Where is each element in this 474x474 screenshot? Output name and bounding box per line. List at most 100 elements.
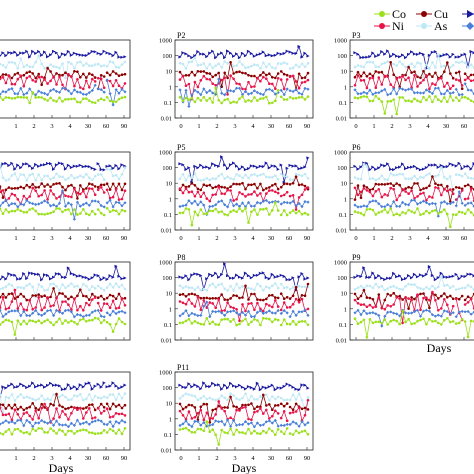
data-point [49,162,53,166]
data-point [241,87,244,91]
data-point [193,416,197,419]
data-point [67,429,70,433]
data-point [22,308,26,311]
data-point [178,88,182,92]
data-point [43,50,47,54]
series-line [179,201,279,226]
data-point [117,84,121,88]
data-point [279,88,283,92]
data-point [300,183,304,186]
data-point [419,100,422,104]
data-point [111,424,115,429]
data-point [446,283,449,287]
data-point [108,92,112,96]
data-point [49,308,53,312]
data-point [392,173,396,177]
data-point [371,51,375,55]
data-point [120,406,124,410]
data-point [4,419,8,423]
data-point [199,405,203,409]
data-point [240,385,245,389]
data-point [181,385,185,389]
series-4 [353,74,474,91]
data-point [463,172,467,175]
data-point [425,63,428,66]
data-point [469,297,473,301]
data-point [120,63,124,66]
data-point [111,393,115,396]
data-point [371,177,375,180]
data-point [383,74,387,78]
y-tick-label: 10 [341,291,348,298]
data-point [120,188,124,192]
series-line [0,289,96,313]
data-point [270,200,274,204]
data-point [306,177,310,180]
data-point [208,166,212,170]
data-point [247,99,250,102]
data-point [412,310,417,314]
series-5 [353,308,474,328]
data-point [377,65,381,69]
data-point [359,79,363,82]
data-point [306,313,310,317]
series-line [464,320,474,337]
data-point [279,213,283,217]
data-point [421,199,426,203]
data-point [40,308,43,312]
data-point [300,213,304,216]
legend-label: Cu [434,7,448,21]
data-point [19,185,23,189]
data-point [4,161,8,165]
data-point [72,217,76,221]
data-point [40,321,43,325]
data-point [37,75,40,79]
data-point [31,285,34,289]
data-point [353,186,357,190]
data-point [187,410,191,413]
data-point [4,285,8,289]
data-point [199,296,203,300]
x-tick-label: 3 [50,235,53,242]
data-point [114,297,118,301]
data-point [217,164,221,168]
data-point [437,77,440,81]
data-point [404,285,407,288]
data-point [389,294,393,297]
data-point [4,54,8,58]
data-point [10,393,14,396]
data-point [193,80,197,84]
data-point [202,87,206,91]
data-point [416,61,419,64]
series-line [280,410,288,421]
data-point [297,310,301,314]
data-point [7,61,11,64]
data-point [386,292,390,296]
data-point [57,55,62,60]
data-point [440,307,443,310]
data-point [374,282,378,286]
y-tick-label: 10 [166,401,173,408]
data-point [229,309,233,314]
data-point [120,385,124,389]
data-point [431,100,434,104]
data-point [276,191,280,195]
data-point [440,294,443,298]
data-point [268,286,271,290]
data-point [205,184,209,188]
data-point [276,89,280,92]
data-point [117,74,121,77]
data-point [279,202,283,206]
data-point [208,423,212,427]
data-point [64,194,67,198]
x-tick-label: 3 [408,123,411,130]
data-point [114,50,118,54]
data-point [202,299,206,302]
data-point [255,310,259,314]
data-point [270,89,274,93]
data-point [297,284,301,288]
data-point [229,51,233,55]
data-point [31,91,34,94]
data-point [58,195,61,199]
data-point [214,323,217,326]
